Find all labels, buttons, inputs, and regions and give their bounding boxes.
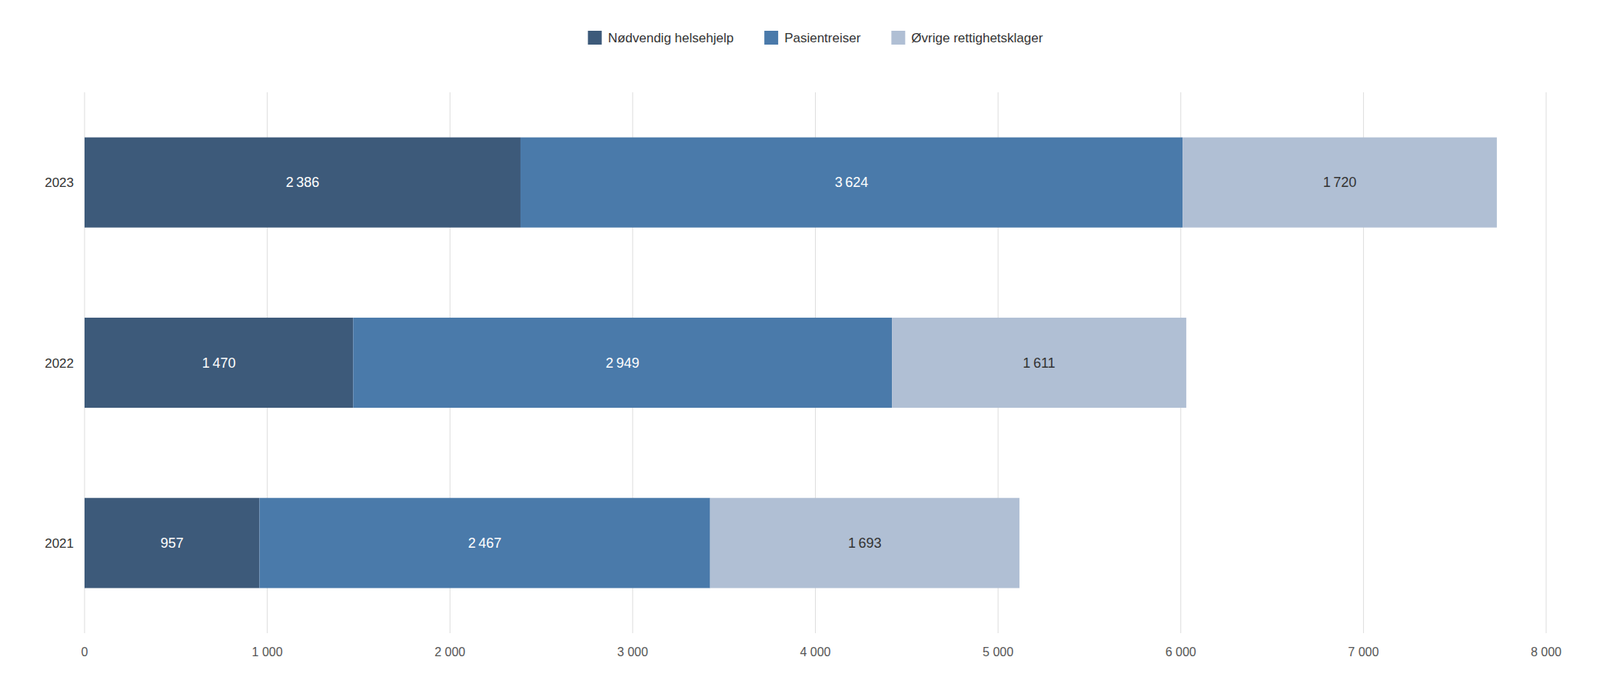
category-label: 2021 bbox=[44, 535, 74, 551]
tick-label: 1 000 bbox=[252, 645, 283, 659]
bar bbox=[84, 317, 353, 408]
tick-label: 5 000 bbox=[982, 645, 1014, 659]
tick-label: 4 000 bbox=[799, 645, 831, 659]
data-label: 3 624 bbox=[834, 174, 869, 190]
tick-label: 0 bbox=[81, 645, 89, 659]
legend-label: Øvrige rettighetsklager bbox=[911, 30, 1043, 46]
tick-label: 2 000 bbox=[434, 645, 466, 659]
bar bbox=[520, 137, 1183, 228]
data-label: 1 693 bbox=[848, 535, 882, 551]
category-label: 2023 bbox=[44, 175, 74, 190]
bar bbox=[1182, 137, 1497, 228]
legend-label: Nødvendig helsehjelp bbox=[608, 30, 735, 46]
grid bbox=[84, 92, 1547, 633]
tick-label: 8 000 bbox=[1530, 645, 1562, 659]
legend-item: Øvrige rettighetsklager bbox=[891, 30, 1043, 46]
bar bbox=[891, 317, 1187, 408]
bar bbox=[84, 497, 260, 588]
legend-item: Pasientreiser bbox=[764, 30, 862, 46]
legend-swatch bbox=[764, 30, 779, 45]
legend-swatch bbox=[588, 30, 603, 45]
legend-item: Nødvendig helsehjelp bbox=[588, 30, 735, 46]
legend-label: Pasientreiser bbox=[784, 30, 862, 46]
tick-label: 3 000 bbox=[617, 645, 649, 659]
bar bbox=[710, 497, 1020, 588]
chart: 0 1 000 2 000 3 000 4 000 5 000 6 000 7 000 8 00… bbox=[0, 0, 1600, 687]
data-label: 2 467 bbox=[468, 535, 503, 551]
bar bbox=[352, 317, 892, 408]
category-label: 2022 bbox=[44, 355, 74, 371]
bar bbox=[259, 497, 710, 588]
data-label: 1 720 bbox=[1323, 174, 1358, 190]
grid-line bbox=[1546, 92, 1547, 633]
data-label: 1 611 bbox=[1022, 355, 1055, 371]
axis: 0 1 000 2 000 3 000 4 000 5 000 6 000 7 000 8 00… bbox=[44, 175, 1562, 659]
data-label: 957 bbox=[160, 535, 184, 551]
tick-label: 7 000 bbox=[1347, 645, 1379, 659]
data-labels: 2 386 1 470 957 3 624 2 949 2 467 1 720 1 611 1 … bbox=[160, 174, 1358, 551]
legend-swatch bbox=[891, 30, 905, 45]
tick-label: 6 000 bbox=[1165, 645, 1197, 659]
bar bbox=[84, 137, 521, 228]
data-label: 2 386 bbox=[286, 174, 320, 190]
data-label: 1 470 bbox=[202, 355, 237, 371]
bars bbox=[84, 137, 1497, 589]
legend: Nødvendig helsehjelp Pasientreiser Øvrige … bbox=[588, 30, 1044, 46]
data-label: 2 949 bbox=[605, 355, 640, 371]
